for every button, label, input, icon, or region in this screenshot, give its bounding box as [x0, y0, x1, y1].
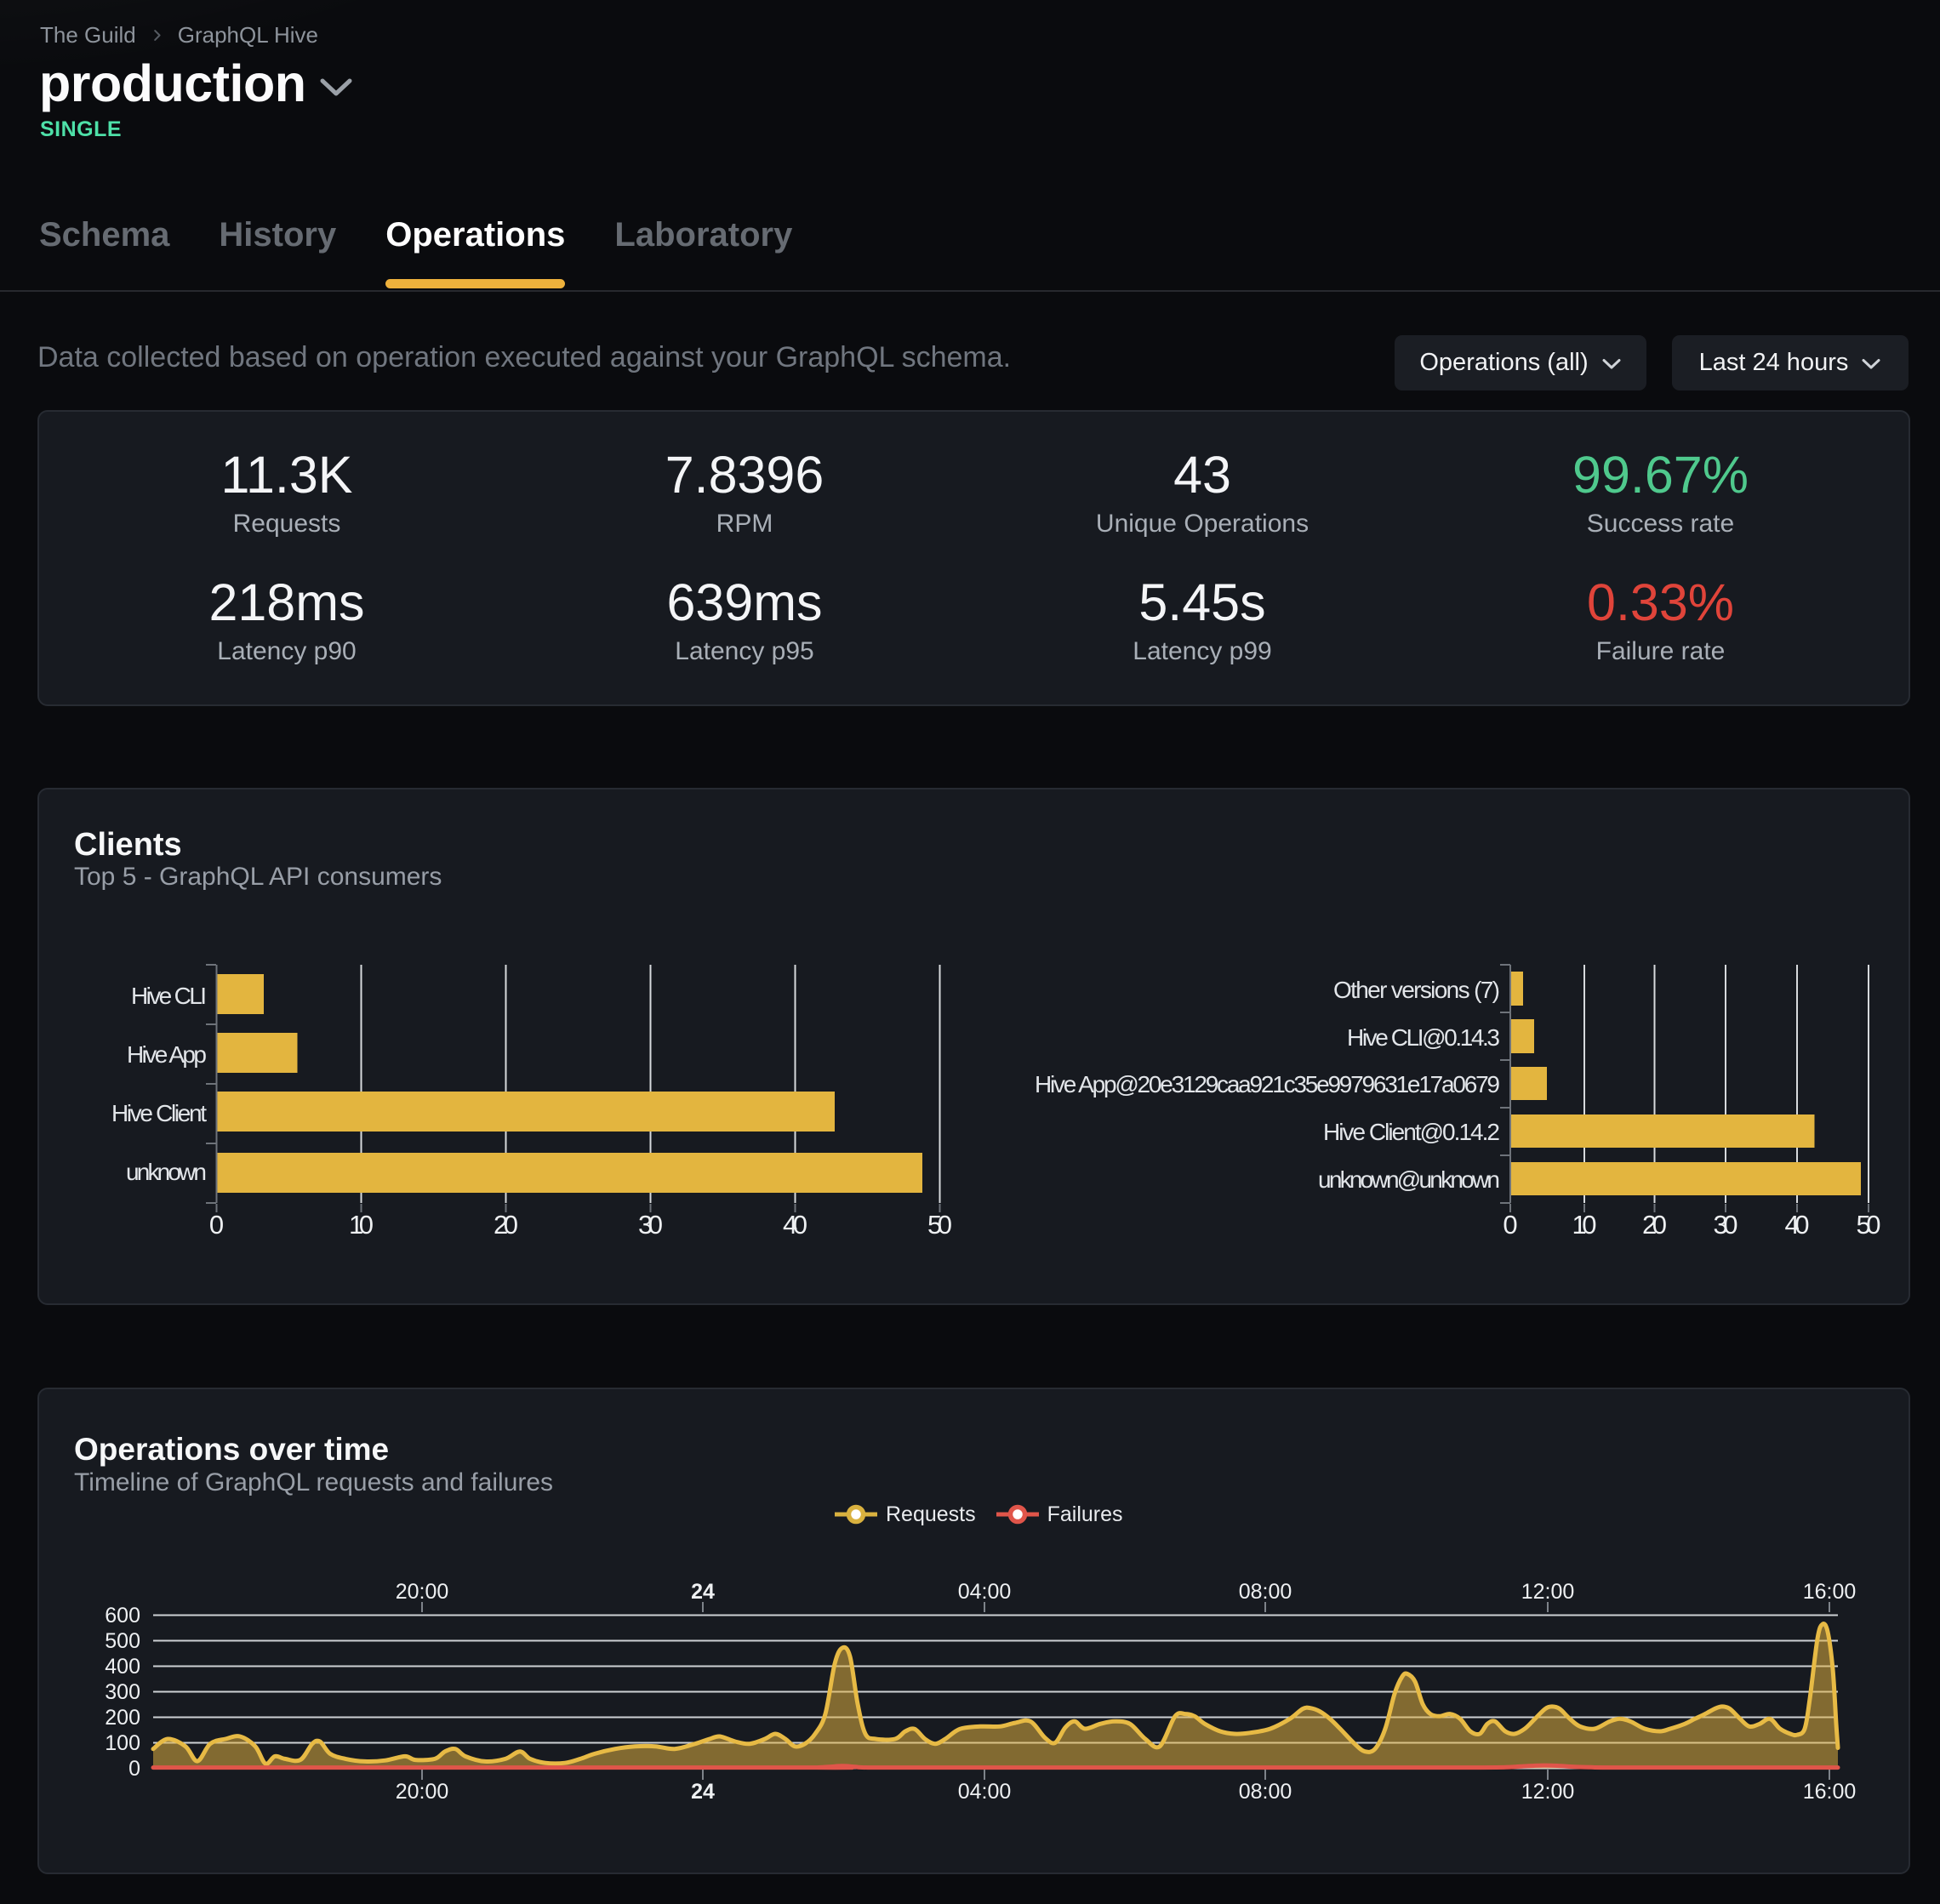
svg-text:10: 10: [1572, 1210, 1597, 1240]
svg-text:04:00: 04:00: [958, 1780, 1012, 1804]
svg-text:20: 20: [1642, 1210, 1667, 1240]
svg-text:08:00: 08:00: [1239, 1780, 1292, 1804]
svg-text:10: 10: [349, 1210, 374, 1240]
svg-text:300: 300: [105, 1680, 140, 1704]
svg-text:Other versions (7): Other versions (7): [1333, 977, 1500, 1003]
svg-text:24: 24: [691, 1580, 715, 1604]
svg-text:50: 50: [1857, 1210, 1881, 1240]
svg-text:0: 0: [1503, 1210, 1517, 1240]
svg-text:0: 0: [209, 1210, 224, 1240]
svg-text:04:00: 04:00: [958, 1580, 1012, 1604]
svg-text:16:00: 16:00: [1803, 1780, 1857, 1804]
svg-text:20:00: 20:00: [396, 1580, 449, 1604]
svg-text:Hive Client@0.14.2: Hive Client@0.14.2: [1323, 1119, 1500, 1145]
svg-text:400: 400: [105, 1655, 140, 1679]
svg-text:20: 20: [494, 1210, 518, 1240]
svg-text:50: 50: [927, 1210, 952, 1240]
svg-text:08:00: 08:00: [1239, 1580, 1292, 1604]
svg-text:Hive CLI: Hive CLI: [131, 983, 207, 1009]
svg-text:500: 500: [105, 1629, 140, 1653]
svg-text:unknown@unknown: unknown@unknown: [1318, 1166, 1500, 1193]
svg-text:Hive App@20e3129caa921c35e9979: Hive App@20e3129caa921c35e9979631e17a067…: [1035, 1071, 1500, 1097]
svg-text:12:00: 12:00: [1521, 1580, 1575, 1604]
svg-text:40: 40: [1785, 1210, 1810, 1240]
svg-text:12:00: 12:00: [1521, 1780, 1575, 1804]
svg-text:unknown: unknown: [126, 1159, 207, 1185]
svg-text:40: 40: [783, 1210, 807, 1240]
svg-text:16:00: 16:00: [1803, 1580, 1857, 1604]
svg-text:100: 100: [105, 1731, 140, 1755]
svg-text:Hive App: Hive App: [127, 1041, 207, 1068]
svg-text:Hive Client: Hive Client: [111, 1100, 207, 1126]
svg-text:24: 24: [691, 1780, 715, 1804]
svg-text:0: 0: [128, 1757, 140, 1781]
svg-text:Hive CLI@0.14.3: Hive CLI@0.14.3: [1347, 1024, 1500, 1051]
svg-text:30: 30: [1714, 1210, 1738, 1240]
svg-text:20:00: 20:00: [396, 1780, 449, 1804]
svg-text:200: 200: [105, 1706, 140, 1730]
svg-text:600: 600: [105, 1604, 140, 1628]
svg-text:30: 30: [638, 1210, 663, 1240]
